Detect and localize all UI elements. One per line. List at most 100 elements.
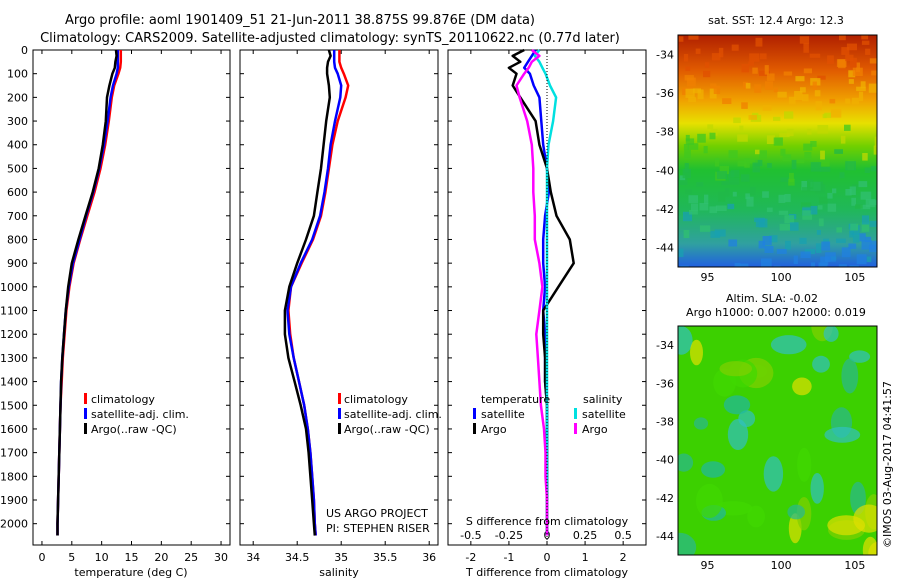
sst-texture-cell <box>785 240 791 250</box>
sst-texture-cell <box>865 199 876 208</box>
sst-texture-cell <box>849 186 856 195</box>
sst-texture-cell <box>697 133 706 143</box>
sst-texture-cell <box>728 239 738 247</box>
y-tick-label: 900 <box>7 257 28 270</box>
sla-texture-blob <box>824 426 861 443</box>
sst-texture-cell <box>699 203 709 211</box>
series-layer <box>56 48 575 536</box>
y-tick-label: 1900 <box>0 494 28 507</box>
sst-texture-cell <box>815 101 822 111</box>
sst-texture-cell <box>755 37 763 47</box>
sst-texture-cell <box>789 172 794 183</box>
sst-texture-cell <box>777 91 787 98</box>
sst-texture-cell <box>812 181 823 192</box>
x-tick-label: 35 <box>334 551 348 564</box>
map-y-tick-label: -44 <box>656 530 674 543</box>
sst-texture-cell <box>762 191 769 198</box>
sst-texture-cell <box>685 134 690 142</box>
y-tick-label: 600 <box>7 186 28 199</box>
map-y-tick-label: -34 <box>656 339 674 352</box>
sst-texture-cell <box>684 189 693 194</box>
salinity-x-label: salinity <box>319 566 359 579</box>
sst-texture-cell <box>784 111 794 119</box>
sst-texture-cell <box>755 149 760 155</box>
sst-texture-cell <box>773 265 781 267</box>
sst-texture-cell <box>678 178 688 185</box>
difference-x-label: T difference from climatology <box>465 566 628 579</box>
sst-texture-cell <box>713 85 721 94</box>
sst-texture-cell <box>802 210 813 220</box>
sst-texture-cell <box>778 210 789 215</box>
sla-texture-blob <box>770 335 807 355</box>
x-tick-label: 36 <box>422 551 436 564</box>
sst-texture-cell <box>816 230 821 235</box>
y-tick-label: 2000 <box>0 518 28 531</box>
sst-texture-cell <box>814 90 821 97</box>
sst-texture-cell <box>860 191 872 200</box>
sst-texture-cell <box>773 137 783 146</box>
sla-texture-blob <box>787 504 805 520</box>
sst-texture-cell <box>709 206 718 214</box>
sst-texture-cell <box>812 81 817 90</box>
sst-texture-cell <box>741 63 749 73</box>
sst-texture-cell <box>728 150 738 159</box>
sst-texture-cell <box>686 77 696 87</box>
legend-label-t-satellite: satellite <box>481 408 525 421</box>
legend-label-s-argo: Argo <box>582 423 608 436</box>
y-tick-label: 1500 <box>0 399 28 412</box>
map-x-tick-label: 100 <box>771 559 792 572</box>
sst-texture-cell <box>866 256 872 263</box>
sst-texture-cell <box>749 186 756 196</box>
legend-label-climatology: climatology <box>91 393 155 406</box>
y-tick-label: 700 <box>7 210 28 223</box>
x-tick-label: 5 <box>68 551 75 564</box>
sst-texture-cell <box>848 79 854 84</box>
sst-texture-cell <box>836 227 842 233</box>
sst-texture-cell <box>800 251 811 258</box>
sst-texture-cell <box>860 81 866 89</box>
temperature-plot-frame <box>32 49 231 546</box>
sst-texture-cell <box>850 223 859 231</box>
sst-texture-cell <box>714 229 726 237</box>
sst-texture-cell <box>684 149 691 159</box>
legend-swatch-s-argo <box>574 423 577 434</box>
sst-texture-cell <box>691 203 698 211</box>
sst-texture-cell <box>730 170 740 178</box>
sst-texture-cell <box>832 188 837 194</box>
sst-texture-cell <box>841 247 851 258</box>
difference-legend: temperature salinity satellite Argo sate… <box>473 393 626 436</box>
project-name: US ARGO PROJECT <box>326 507 428 520</box>
sst-texture-cell <box>761 258 772 267</box>
y-tick-label: 1700 <box>0 447 28 460</box>
sst-texture-cell <box>722 98 732 104</box>
sst-texture-cell <box>789 222 799 231</box>
sla-texture-blob <box>797 447 812 482</box>
sst-texture-cell <box>690 88 701 94</box>
y-tick-label: 200 <box>7 91 28 104</box>
sst-texture-cell <box>688 195 698 204</box>
sst-texture-cell <box>839 35 846 41</box>
sst-texture-cell <box>851 197 856 206</box>
sst-texture-cell <box>689 210 698 215</box>
sst-texture-cell <box>734 262 741 267</box>
sst-texture-cell <box>711 53 721 61</box>
legend-swatch-argo <box>84 423 87 434</box>
s-tick-label: 0.25 <box>573 529 598 542</box>
sst-texture-cell <box>682 169 691 179</box>
y-tick-label: 1400 <box>0 376 28 389</box>
sst-texture-cell <box>683 144 689 150</box>
sst-texture-cell <box>749 159 758 164</box>
sst-texture-cell <box>779 132 790 138</box>
y-tick-label: 0 <box>21 44 28 57</box>
sst-texture-cell <box>865 236 872 242</box>
legend-swatch-satellite-adj <box>84 408 87 419</box>
tick-layer: 0100200300400500600700800900100011001200… <box>0 44 865 572</box>
sst-texture-cell <box>861 215 869 225</box>
sst-texture-cell <box>820 150 825 161</box>
sst-texture-cell <box>740 263 749 267</box>
sst-texture-cell <box>861 40 870 45</box>
legend-swatch-s-satellite <box>574 408 577 419</box>
sst-texture-cell <box>784 194 791 203</box>
sla-map-image <box>678 326 877 555</box>
sla-texture-blob <box>841 358 859 394</box>
